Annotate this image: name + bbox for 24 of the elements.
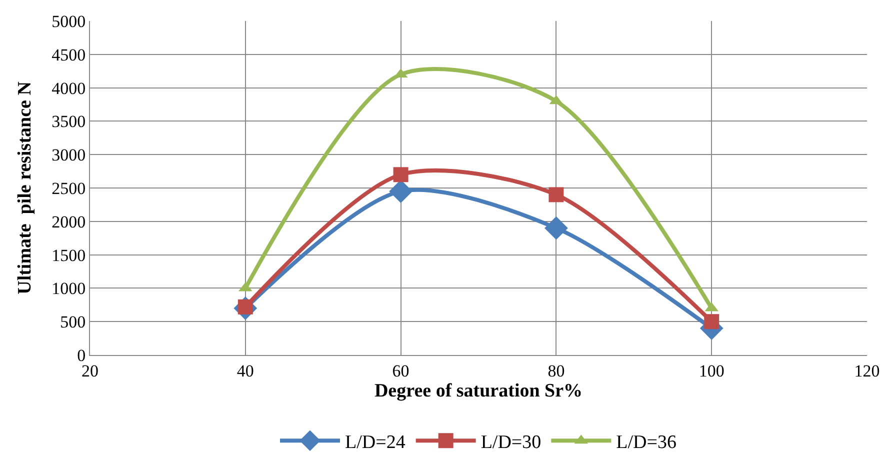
y-tick-label: 4500 bbox=[52, 45, 86, 64]
x-tick-label: 120 bbox=[854, 361, 880, 380]
legend-label: L/D=36 bbox=[616, 432, 676, 454]
y-tick-label: 5000 bbox=[52, 12, 86, 31]
x-tick-label: 100 bbox=[698, 361, 724, 380]
legend-label: L/D=30 bbox=[480, 432, 542, 454]
y-tick-label: 2000 bbox=[52, 212, 86, 232]
x-tick-label: 60 bbox=[392, 361, 410, 380]
legend-label: L/D=24 bbox=[345, 432, 406, 454]
point bbox=[704, 314, 720, 330]
y-axis-title: Ultimate pile resistance N bbox=[14, 81, 36, 294]
x-tick-label: 80 bbox=[548, 361, 565, 380]
y-tick-label: 1000 bbox=[52, 279, 86, 298]
y-tick-label: 3500 bbox=[52, 112, 86, 132]
y-tick-label: 1500 bbox=[52, 246, 86, 265]
x-axis-title: Degree of saturation Sr% bbox=[374, 380, 583, 402]
point bbox=[544, 216, 568, 240]
point bbox=[548, 187, 564, 202]
y-tick-label: 4000 bbox=[52, 78, 86, 98]
y-tick-label: 500 bbox=[60, 312, 86, 332]
x-tick-label: 40 bbox=[236, 361, 254, 380]
y-tick-label: 2500 bbox=[52, 178, 86, 198]
point bbox=[393, 167, 408, 182]
y-tick-label: 3000 bbox=[52, 146, 86, 165]
